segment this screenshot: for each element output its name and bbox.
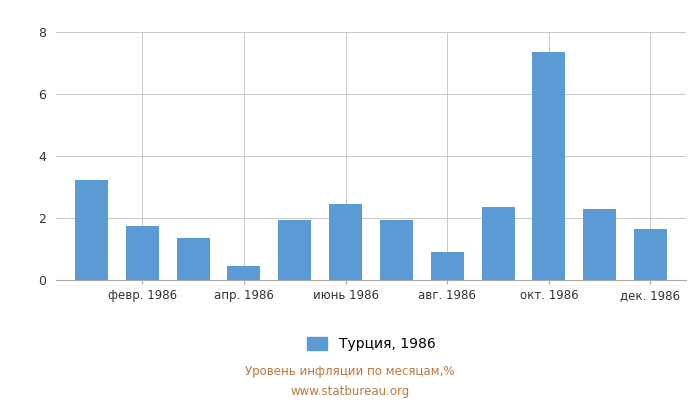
Legend: Турция, 1986: Турция, 1986 [301, 332, 441, 357]
Bar [329, 204, 362, 280]
Bar [126, 226, 159, 280]
Bar [176, 238, 210, 280]
Bar [482, 207, 514, 280]
Bar [430, 252, 463, 280]
Text: www.statbureau.org: www.statbureau.org [290, 386, 410, 398]
Bar [228, 266, 260, 280]
Bar [75, 180, 108, 280]
Bar [583, 209, 616, 280]
Bar [532, 52, 566, 280]
Bar [634, 229, 667, 280]
Text: Уровень инфляции по месяцам,%: Уровень инфляции по месяцам,% [245, 366, 455, 378]
Bar [380, 220, 413, 280]
Bar [279, 220, 312, 280]
